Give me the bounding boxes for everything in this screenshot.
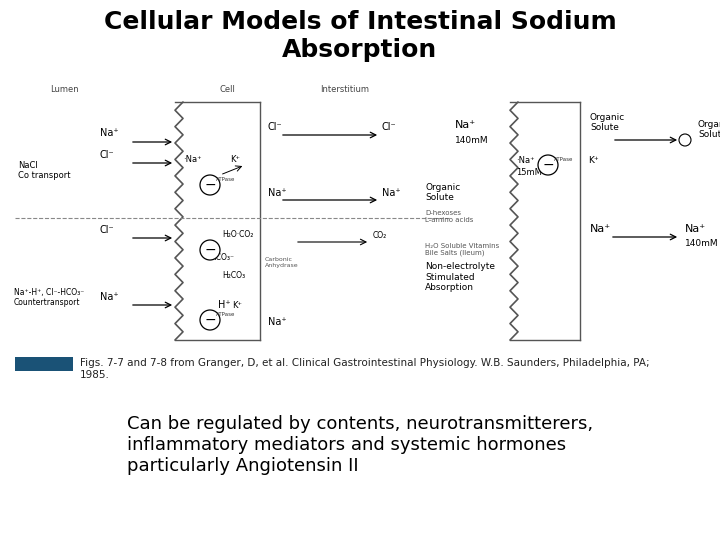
Text: Lumen: Lumen — [50, 85, 78, 94]
Text: Organic
Solute: Organic Solute — [590, 113, 625, 132]
Text: 140mM: 140mM — [685, 239, 719, 248]
Text: Na⁺: Na⁺ — [100, 292, 119, 302]
Text: ·Na⁺: ·Na⁺ — [183, 155, 202, 164]
Text: H₂CO₃: H₂CO₃ — [222, 271, 245, 280]
Text: Na⁺: Na⁺ — [590, 224, 611, 234]
Text: H⁺: H⁺ — [218, 300, 230, 310]
Text: 140mM: 140mM — [455, 136, 489, 145]
Text: −: − — [204, 243, 216, 257]
Text: Na⁺: Na⁺ — [685, 224, 706, 234]
Text: ATPase: ATPase — [216, 312, 235, 317]
Text: −: − — [204, 313, 216, 327]
Circle shape — [200, 175, 220, 195]
Text: −: − — [542, 158, 554, 172]
Circle shape — [200, 240, 220, 260]
Text: NaCl
Co transport: NaCl Co transport — [18, 160, 71, 180]
Bar — [15, 357, 73, 371]
Text: Interstitium: Interstitium — [320, 85, 369, 94]
Text: 2: 2 — [18, 361, 23, 367]
Text: K⁺: K⁺ — [588, 156, 598, 165]
Text: Can be regulated by contents, neurotransmitterers,
inflammatory mediators and sy: Can be regulated by contents, neurotrans… — [127, 415, 593, 475]
Text: Cl⁻: Cl⁻ — [382, 122, 397, 132]
Text: Organic
Solute: Organic Solute — [425, 183, 460, 202]
Circle shape — [679, 134, 691, 146]
Text: Na⁺: Na⁺ — [100, 128, 119, 138]
Text: Na⁺: Na⁺ — [268, 317, 287, 327]
Text: CO₂: CO₂ — [373, 231, 387, 240]
Text: ·Na⁺: ·Na⁺ — [516, 156, 535, 165]
Circle shape — [538, 155, 558, 175]
Text: Cellular Models of Intestinal Sodium
Absorption: Cellular Models of Intestinal Sodium Abs… — [104, 10, 616, 62]
Text: Non-electrolyte
Stimulated
Absorption: Non-electrolyte Stimulated Absorption — [425, 262, 495, 292]
Text: K⁺: K⁺ — [230, 155, 240, 164]
Text: K⁺: K⁺ — [232, 301, 242, 310]
Text: H₂O·CO₂: H₂O·CO₂ — [222, 230, 253, 239]
Text: ATPase: ATPase — [216, 177, 235, 182]
Circle shape — [200, 310, 220, 330]
Text: H₂O Soluble Vitamins
Bile Salts (Ileum): H₂O Soluble Vitamins Bile Salts (Ileum) — [425, 243, 499, 256]
Text: ATPase: ATPase — [554, 157, 573, 162]
Text: Na⁺: Na⁺ — [268, 188, 287, 198]
Text: PU-LNEL: PU-LNEL — [27, 361, 57, 367]
Text: Na⁺-H⁺, Cl⁻-HCO₃⁻
Countertransport: Na⁺-H⁺, Cl⁻-HCO₃⁻ Countertransport — [14, 288, 84, 307]
Text: Na⁺: Na⁺ — [455, 120, 476, 130]
Text: Cl⁻: Cl⁻ — [100, 150, 114, 160]
Text: Organic
Solute: Organic Solute — [698, 119, 720, 139]
Text: Cell: Cell — [220, 85, 236, 94]
Text: Cl⁻: Cl⁻ — [268, 122, 283, 132]
Text: 15mM: 15mM — [516, 168, 542, 177]
Text: Cl⁻: Cl⁻ — [100, 225, 114, 235]
Text: Na⁺: Na⁺ — [382, 188, 400, 198]
Text: Carbonic
Anhydrase: Carbonic Anhydrase — [265, 257, 299, 268]
Text: −: − — [204, 178, 216, 192]
Text: D-hexoses
L-amino acids: D-hexoses L-amino acids — [425, 210, 473, 223]
Text: HCO₃⁻: HCO₃⁻ — [210, 253, 234, 262]
Text: Figs. 7-7 and 7-8 from Granger, D, et al. Clinical Gastrointestinal Physiology. : Figs. 7-7 and 7-8 from Granger, D, et al… — [80, 358, 649, 380]
